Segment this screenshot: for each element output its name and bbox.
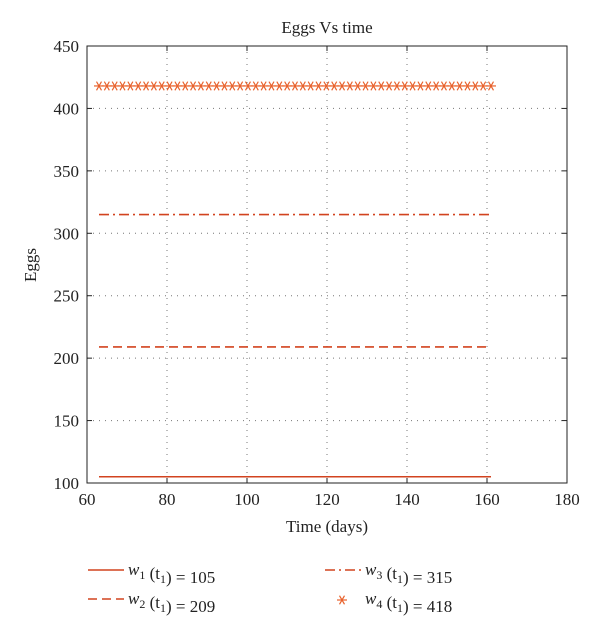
y-tick-label: 150 [54, 412, 80, 431]
y-tick-label: 300 [54, 224, 80, 243]
legend-item-w4: w4 (t1) = 418 [337, 589, 452, 616]
legend-symbol [337, 595, 347, 605]
y-tick-label: 100 [54, 474, 80, 493]
x-tick-label: 180 [554, 490, 580, 509]
legend-item-w2: w2 (t1) = 209 [88, 589, 215, 616]
series-w4-marker [486, 81, 496, 91]
x-tick-label: 100 [234, 490, 260, 509]
axis-ticks: 60 80 100 120 140 160 180 100 150 200 250 300 350 400… [54, 37, 580, 509]
grid [87, 46, 567, 483]
x-tick-label: 120 [314, 490, 340, 509]
y-tick-label: 250 [54, 287, 80, 306]
legend-item-w3: w3 (t1) = 315 [325, 560, 452, 587]
y-tick-label: 350 [54, 162, 80, 181]
legend-label: w2 (t1) = 209 [128, 589, 215, 616]
y-axis-title: Eggs [21, 248, 40, 282]
legend-label: w1 (t1) = 105 [128, 560, 215, 587]
y-tick-label: 200 [54, 349, 80, 368]
plot-frame [86, 45, 568, 484]
legend-label: w4 (t1) = 418 [365, 589, 452, 616]
x-axis-title: Time (days) [286, 517, 368, 536]
x-tick-label: 140 [394, 490, 420, 509]
y-tick-label: 450 [54, 37, 80, 56]
x-tick-label: 160 [474, 490, 500, 509]
x-tick-label: 80 [159, 490, 176, 509]
legend-label: w3 (t1) = 315 [365, 560, 452, 587]
chart-title: Eggs Vs time [281, 18, 372, 37]
x-tick-label: 60 [79, 490, 96, 509]
y-tick-label: 400 [54, 99, 80, 118]
legend-item-w1: w1 (t1) = 105 [88, 560, 215, 587]
plot-series [94, 81, 496, 478]
